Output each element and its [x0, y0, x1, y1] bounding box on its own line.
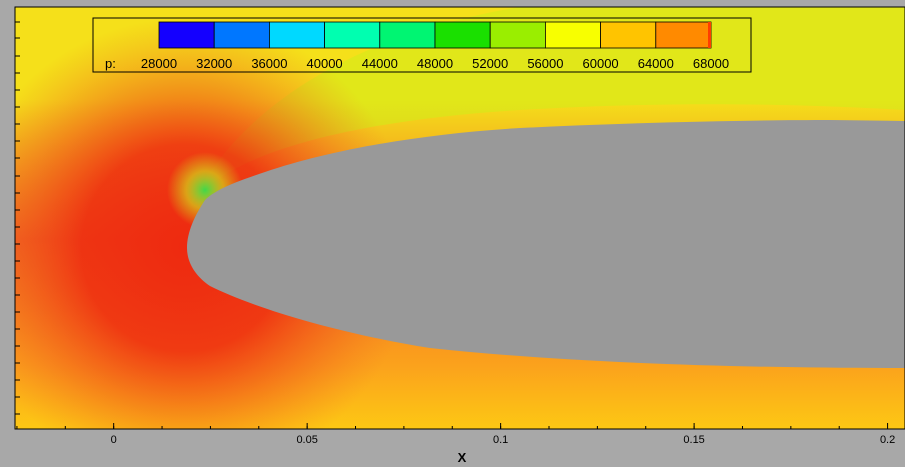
legend-swatch: [655, 21, 712, 49]
legend-level-label: 36000: [251, 56, 287, 71]
legend-box: [92, 17, 752, 73]
x-tick-label: 0.15: [683, 434, 704, 446]
x-tick-label: 0.1: [493, 434, 508, 446]
legend-swatch: [268, 21, 325, 49]
legend-level-label: 32000: [196, 56, 232, 71]
legend-level-label: 44000: [362, 56, 398, 71]
legend-swatch: [324, 21, 381, 49]
legend-swatch: [489, 21, 546, 49]
legend-swatch: [158, 21, 215, 49]
legend-swatch: [600, 21, 657, 49]
legend-level-label: 64000: [638, 56, 674, 71]
x-tick-label: 0.2: [880, 434, 895, 446]
legend-swatch: [434, 21, 491, 49]
y-axis-ticks: [15, 21, 20, 415]
legend-labels: 28000 32000 36000 40000 44000 48000 52000 56000…: [141, 56, 729, 71]
legend-level-label: 40000: [307, 56, 343, 71]
legend-level-label: 68000: [693, 56, 729, 71]
legend-colorbar: [158, 21, 712, 49]
legend-swatch-end: [708, 22, 711, 48]
legend: p: 28000 32000 36000 40000 44000 48000 52000 56…: [92, 17, 752, 73]
legend-level-label: 28000: [141, 56, 177, 71]
x-tick-label: 0: [111, 434, 117, 446]
legend-level-label: 56000: [527, 56, 563, 71]
legend-swatch: [213, 21, 270, 49]
plot-border: [14, 6, 905, 430]
body-shape: [187, 120, 905, 368]
legend-level-label: 52000: [472, 56, 508, 71]
legend-variable-label: p:: [105, 56, 116, 71]
x-axis-title: X: [458, 450, 467, 465]
legend-level-label: 48000: [417, 56, 453, 71]
x-axis: 0 0.05 0.1 0.15 0.2: [16, 423, 895, 446]
legend-level-label: 60000: [583, 56, 619, 71]
legend-swatch: [545, 21, 602, 49]
x-tick-label: 0.05: [296, 434, 317, 446]
legend-swatch: [379, 21, 436, 49]
